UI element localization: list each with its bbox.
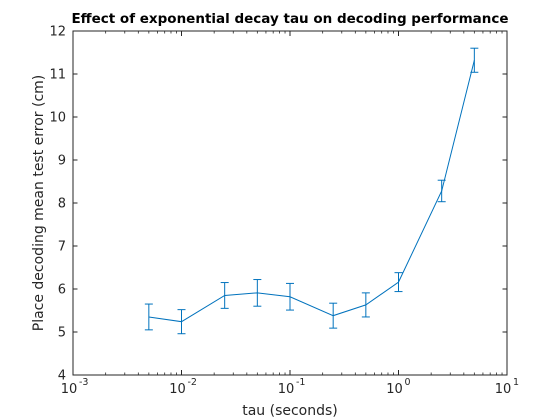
plot-area (73, 31, 507, 375)
error-bar (470, 47, 479, 73)
x-tick-label-exponent: -2 (188, 377, 197, 388)
x-tick-label: 10 (169, 382, 186, 397)
error-bar (177, 309, 186, 335)
y-axis-label: Place decoding mean test error (cm) (31, 75, 47, 332)
x-tick-label: 10 (386, 382, 403, 397)
y-tick-label: 11 (49, 68, 66, 83)
error-bar (144, 303, 153, 331)
error-bar (437, 179, 446, 203)
y-tick-label: 12 (49, 25, 66, 40)
y-tick-label: 10 (49, 111, 66, 126)
x-tick-label: 10 (61, 382, 78, 397)
y-tick-label: 8 (58, 197, 66, 212)
y-tick-label: 5 (58, 326, 66, 341)
x-tick-label: 10 (278, 382, 295, 397)
x-tick-label: 10 (495, 382, 512, 397)
x-tick-label-exponent: 0 (405, 377, 411, 388)
x-tick-label-exponent: 1 (513, 377, 519, 388)
error-bar (394, 272, 403, 293)
series (144, 47, 479, 335)
error-bar (253, 279, 262, 307)
error-bar (286, 282, 294, 311)
chart-title: Effect of exponential decay tau on decod… (71, 11, 508, 27)
error-bar (361, 292, 370, 318)
x-axis-label: tau (seconds) (242, 403, 338, 419)
y-tick-label: 9 (58, 154, 66, 169)
error-bar (220, 282, 229, 309)
error-bar (329, 302, 338, 329)
series-line (148, 60, 475, 323)
plot-background (73, 31, 507, 375)
y-tick-label: 6 (58, 283, 66, 298)
y-tick-label: 4 (58, 369, 66, 384)
x-tick-label-exponent: -3 (79, 377, 88, 388)
x-tick-label-exponent: -1 (296, 377, 305, 388)
y-tick-label: 7 (58, 240, 66, 255)
